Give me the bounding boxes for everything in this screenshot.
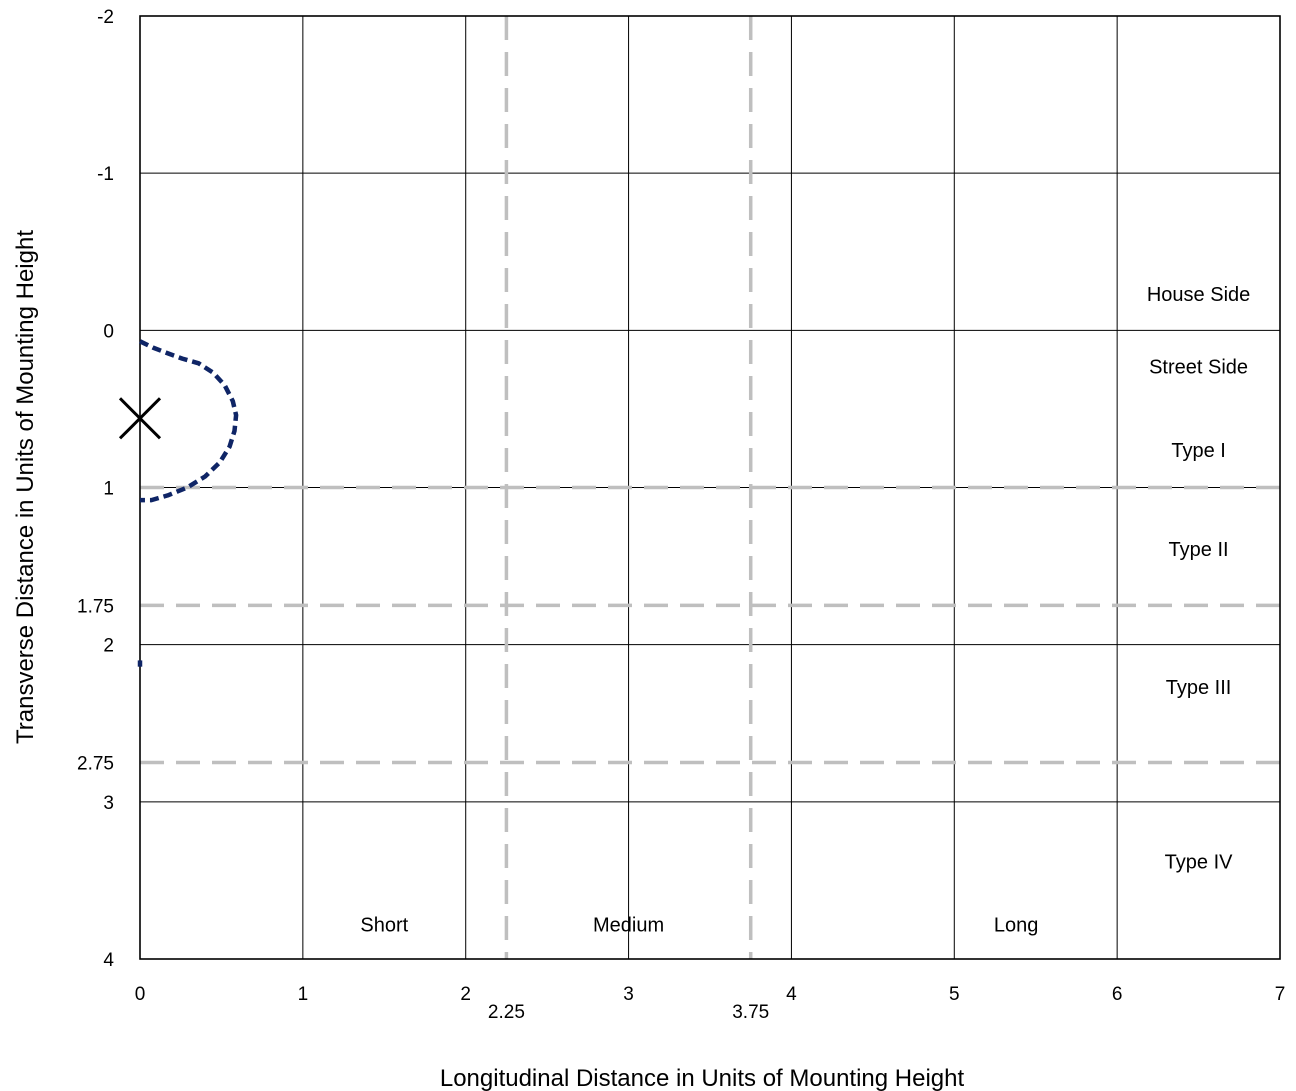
zone-label: Long bbox=[994, 914, 1039, 936]
y-tick-label: -2 bbox=[97, 7, 114, 28]
y-tick-label: 0 bbox=[103, 321, 114, 342]
reference-lines bbox=[140, 16, 1280, 959]
x-tick-label: 6 bbox=[1112, 984, 1123, 1005]
x-tick-label: 2 bbox=[460, 984, 471, 1005]
x-tick-label: 3.75 bbox=[732, 1002, 769, 1023]
series bbox=[137, 339, 239, 667]
x-tick-label: 4 bbox=[786, 984, 797, 1005]
x-tick-label: 5 bbox=[949, 984, 960, 1005]
y-tick-label: -1 bbox=[97, 164, 114, 185]
grid-lines bbox=[139, 15, 1281, 960]
x-tick-label: 7 bbox=[1275, 984, 1286, 1005]
zone-label: Short bbox=[360, 914, 408, 936]
y-tick-label: 1 bbox=[103, 479, 114, 500]
x-tick-labels: 0 1 2 3 4 5 6 7 2.25 3.75 bbox=[135, 984, 1286, 1023]
zone-label: House Side bbox=[1147, 284, 1250, 306]
series-line bbox=[139, 339, 239, 503]
x-tick-label: 3 bbox=[623, 984, 634, 1005]
y-tick-label: 4 bbox=[103, 950, 114, 971]
y-tick-label: 2.75 bbox=[77, 754, 114, 775]
plot-frame bbox=[139, 15, 1281, 960]
zone-label: Type III bbox=[1166, 677, 1232, 699]
zone-labels: House Side Street Side Type I Type II Type I… bbox=[360, 284, 1250, 936]
x-tick-label: 0 bbox=[135, 984, 146, 1005]
x-marker-stroke bbox=[118, 397, 162, 440]
zone-label: Type I bbox=[1171, 440, 1225, 462]
zone-label: Type II bbox=[1169, 539, 1229, 561]
y-tick-label: 2 bbox=[103, 636, 114, 657]
y-tick-label: 1.75 bbox=[77, 596, 114, 617]
x-tick-label: 2.25 bbox=[488, 1002, 525, 1023]
y-axis-title: Transverse Distance in Units of Mounting… bbox=[12, 230, 39, 744]
y-tick-labels: -2 -1 0 1 2 3 4 1.75 2.75 bbox=[77, 7, 114, 971]
zone-label: Medium bbox=[593, 914, 664, 936]
zone-label: Street Side bbox=[1149, 356, 1248, 378]
zone-label: Type IV bbox=[1165, 852, 1233, 874]
x-tick-label: 1 bbox=[298, 984, 309, 1005]
x-axis-title: Longitudinal Distance in Units of Mounti… bbox=[440, 1065, 965, 1091]
y-tick-label: 3 bbox=[103, 793, 114, 814]
luminaire-marker bbox=[118, 397, 162, 440]
